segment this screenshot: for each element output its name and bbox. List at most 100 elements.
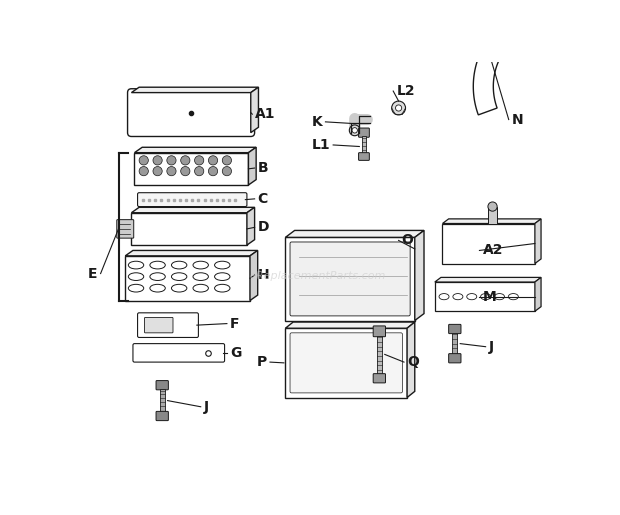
Ellipse shape xyxy=(150,284,166,292)
Text: D: D xyxy=(258,220,269,234)
Ellipse shape xyxy=(193,284,208,292)
Circle shape xyxy=(396,105,402,111)
FancyBboxPatch shape xyxy=(144,317,173,333)
Circle shape xyxy=(195,156,204,165)
Circle shape xyxy=(167,156,176,165)
Circle shape xyxy=(488,202,497,211)
Text: A1: A1 xyxy=(255,107,276,121)
Ellipse shape xyxy=(128,261,144,269)
Polygon shape xyxy=(535,219,541,264)
Circle shape xyxy=(195,166,204,176)
Polygon shape xyxy=(443,224,535,264)
Circle shape xyxy=(349,125,360,136)
Circle shape xyxy=(153,156,162,165)
Polygon shape xyxy=(435,278,541,282)
Ellipse shape xyxy=(172,284,187,292)
FancyBboxPatch shape xyxy=(449,354,461,363)
FancyBboxPatch shape xyxy=(117,220,134,238)
Text: J: J xyxy=(204,400,209,414)
Circle shape xyxy=(392,101,405,115)
Ellipse shape xyxy=(172,273,187,281)
Ellipse shape xyxy=(480,294,490,300)
Ellipse shape xyxy=(508,294,518,300)
Text: L1: L1 xyxy=(311,138,330,152)
Text: B: B xyxy=(258,161,268,175)
FancyBboxPatch shape xyxy=(138,193,247,207)
Polygon shape xyxy=(407,322,415,398)
Circle shape xyxy=(139,166,148,176)
Polygon shape xyxy=(247,208,255,245)
Ellipse shape xyxy=(172,261,187,269)
FancyBboxPatch shape xyxy=(128,89,255,136)
Polygon shape xyxy=(285,237,415,320)
FancyBboxPatch shape xyxy=(133,344,224,362)
Text: L2: L2 xyxy=(396,84,415,98)
Text: Q: Q xyxy=(407,355,419,369)
Polygon shape xyxy=(250,250,258,300)
FancyBboxPatch shape xyxy=(138,313,198,337)
Text: P: P xyxy=(257,355,267,369)
FancyBboxPatch shape xyxy=(358,152,370,160)
Circle shape xyxy=(222,156,231,165)
Polygon shape xyxy=(249,147,256,185)
Text: H: H xyxy=(258,268,269,282)
Ellipse shape xyxy=(193,261,208,269)
Bar xyxy=(361,136,366,153)
Text: eReplacementParts.com: eReplacementParts.com xyxy=(250,271,386,281)
Circle shape xyxy=(208,166,218,176)
Ellipse shape xyxy=(128,284,144,292)
FancyBboxPatch shape xyxy=(358,128,370,138)
Ellipse shape xyxy=(215,284,230,292)
Polygon shape xyxy=(535,278,541,311)
Polygon shape xyxy=(131,213,247,245)
Polygon shape xyxy=(125,256,250,300)
Polygon shape xyxy=(250,87,259,133)
Bar xyxy=(488,207,497,224)
Text: K: K xyxy=(312,115,322,129)
Text: G: G xyxy=(230,346,241,360)
Text: O: O xyxy=(402,233,414,247)
Circle shape xyxy=(208,156,218,165)
FancyBboxPatch shape xyxy=(290,242,410,316)
Circle shape xyxy=(139,156,148,165)
Ellipse shape xyxy=(439,294,449,300)
Polygon shape xyxy=(125,250,258,256)
Circle shape xyxy=(153,166,162,176)
Polygon shape xyxy=(135,147,256,152)
Ellipse shape xyxy=(150,261,166,269)
Text: J: J xyxy=(489,340,494,354)
Text: A2: A2 xyxy=(482,244,503,258)
FancyBboxPatch shape xyxy=(373,326,386,337)
Bar xyxy=(377,336,382,374)
Text: F: F xyxy=(230,317,239,331)
Polygon shape xyxy=(285,230,424,237)
Ellipse shape xyxy=(495,294,505,300)
Text: C: C xyxy=(258,192,268,206)
Circle shape xyxy=(180,156,190,165)
Text: E: E xyxy=(88,267,97,281)
Circle shape xyxy=(180,166,190,176)
Ellipse shape xyxy=(128,273,144,281)
FancyBboxPatch shape xyxy=(156,411,169,421)
Ellipse shape xyxy=(215,261,230,269)
Circle shape xyxy=(167,166,176,176)
Polygon shape xyxy=(131,87,259,93)
Text: N: N xyxy=(512,113,523,127)
Polygon shape xyxy=(435,282,535,311)
Text: M: M xyxy=(482,289,496,304)
Polygon shape xyxy=(285,328,407,398)
Polygon shape xyxy=(135,152,249,185)
Polygon shape xyxy=(415,230,424,320)
Polygon shape xyxy=(443,219,541,224)
Circle shape xyxy=(222,166,231,176)
FancyBboxPatch shape xyxy=(373,374,386,383)
Bar xyxy=(160,389,164,412)
Ellipse shape xyxy=(453,294,463,300)
Ellipse shape xyxy=(193,273,208,281)
Polygon shape xyxy=(131,208,255,213)
Ellipse shape xyxy=(150,273,166,281)
FancyBboxPatch shape xyxy=(449,324,461,334)
Polygon shape xyxy=(473,5,546,115)
FancyBboxPatch shape xyxy=(290,333,402,393)
Circle shape xyxy=(352,128,357,133)
